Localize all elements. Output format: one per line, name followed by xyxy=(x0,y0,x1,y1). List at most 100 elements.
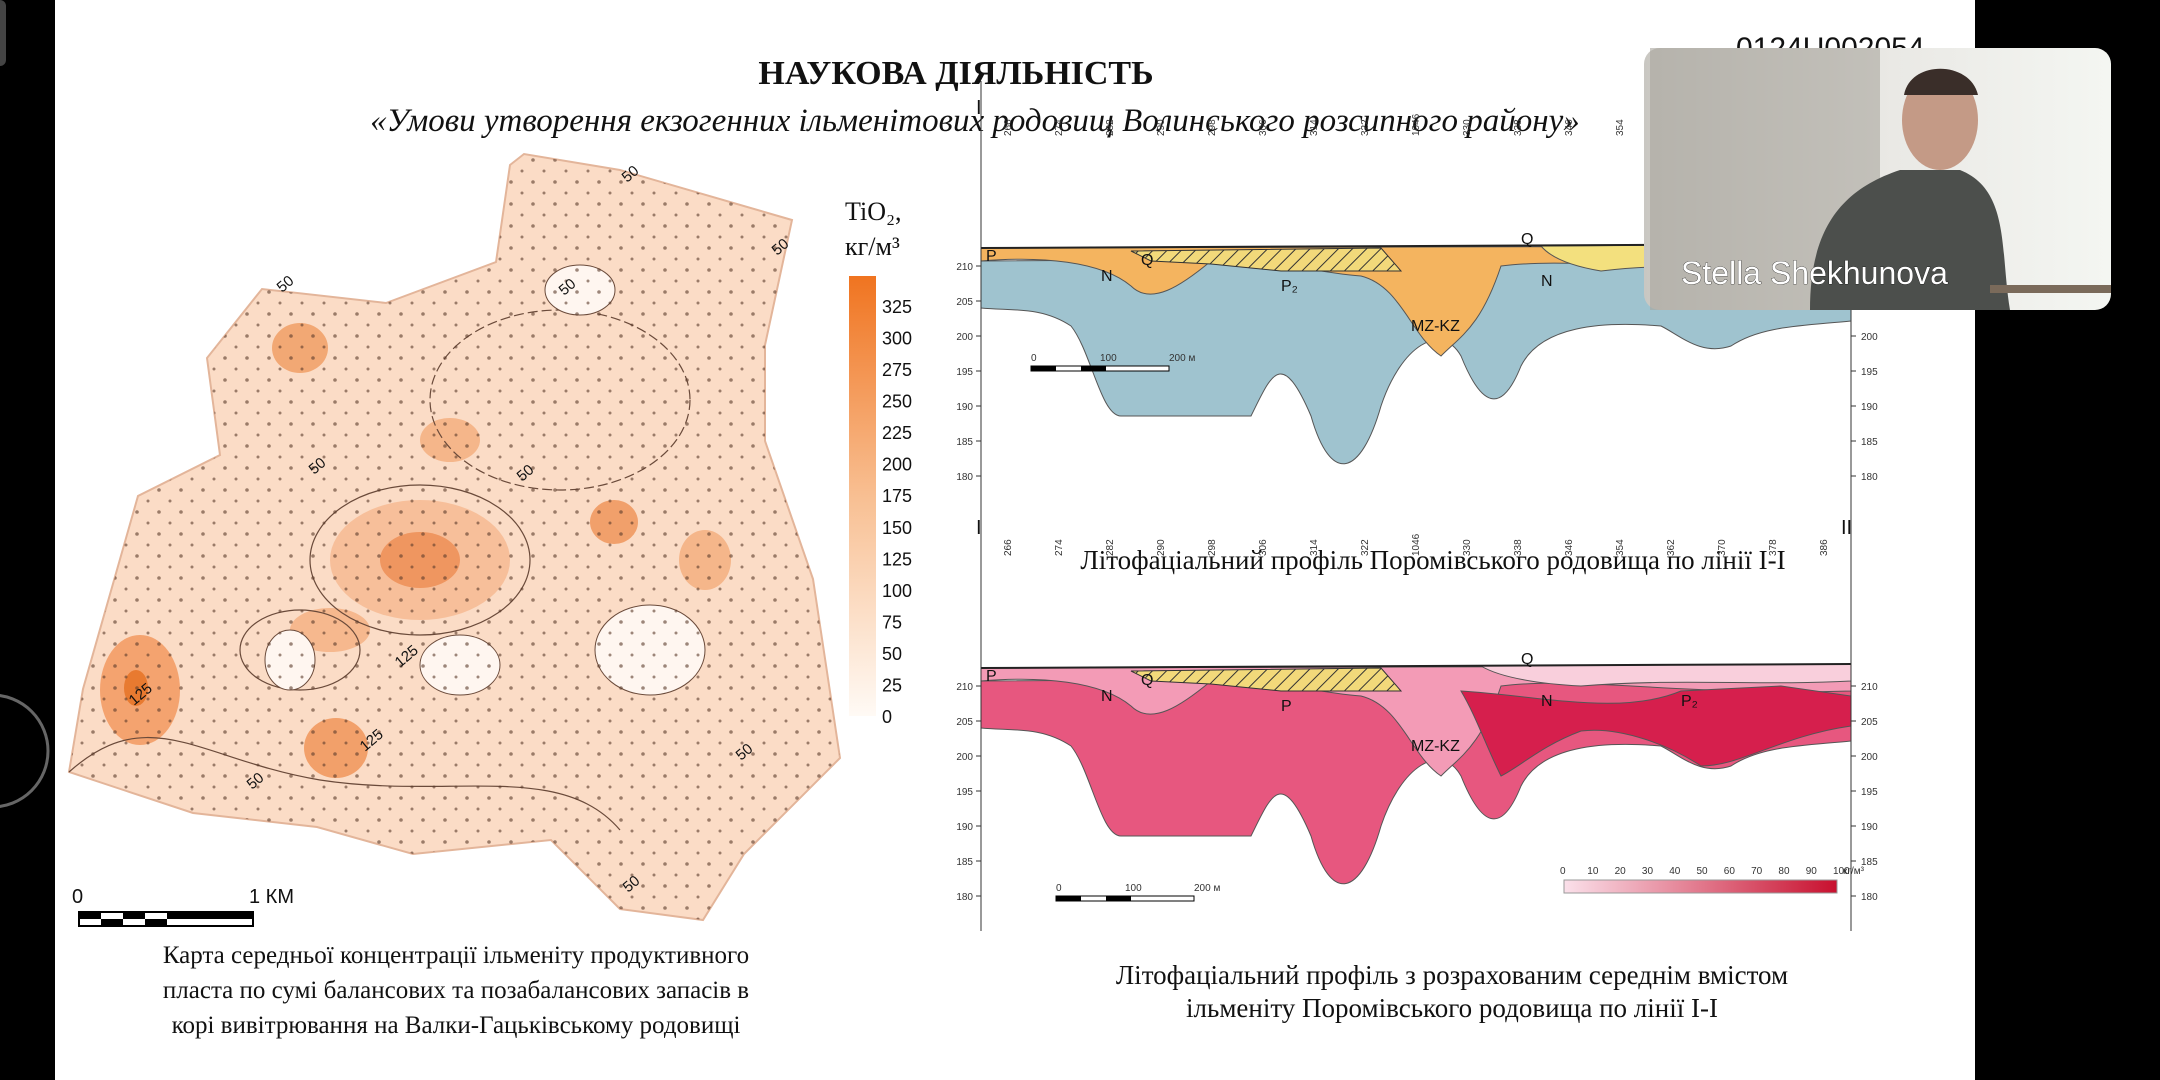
elevation-label: 200 xyxy=(1861,332,1878,343)
scale-label: 200 м xyxy=(1194,883,1220,894)
station-label: 386 xyxy=(1819,539,1830,556)
line-start: I xyxy=(976,97,982,119)
density-label: 20 xyxy=(1615,866,1627,877)
legend-label: 0 xyxy=(882,707,892,727)
unit-label: P₂ xyxy=(1681,693,1698,710)
legend-label: 225 xyxy=(882,423,912,443)
elevation-label: 210 xyxy=(956,262,973,273)
density-label: 40 xyxy=(1669,866,1681,877)
legend-label: 275 xyxy=(882,360,912,380)
legend-label: 300 xyxy=(882,329,912,349)
profile-1-caption: Літофаціальний профіль Поромівського род… xyxy=(1080,545,1785,575)
map-caption: пласта по сумі балансових та позабалансо… xyxy=(163,977,749,1004)
station-label: 378 xyxy=(1768,539,1779,556)
legend-label: 100 xyxy=(882,581,912,601)
legend-label: 150 xyxy=(882,518,912,538)
unit-label: P₂ xyxy=(1281,278,1298,295)
density-label: 100 xyxy=(1833,866,1850,877)
density-unit: кг/м³ xyxy=(1843,866,1865,877)
station-label: 346 xyxy=(1564,119,1575,136)
map-scale-bar xyxy=(78,911,254,927)
density-label: 30 xyxy=(1642,866,1654,877)
elevation-label: 195 xyxy=(956,367,973,378)
unit-label: Q xyxy=(1521,231,1533,248)
unit-label: MZ-KZ xyxy=(1411,738,1460,755)
profile-2-caption: Літофаціальний профіль з розрахованим се… xyxy=(1116,960,1788,990)
station-label: 282 xyxy=(1105,119,1116,136)
elevation-label: 210 xyxy=(1861,682,1878,693)
density-label: 10 xyxy=(1587,866,1599,877)
scale-label: 100 xyxy=(1100,353,1117,364)
elevation-label: 200 xyxy=(956,752,973,763)
station-label: 354 xyxy=(1615,119,1626,136)
scale-start: 0 xyxy=(72,886,83,908)
profile-2-caption: ільменіту Поромівського родовища по ліні… xyxy=(1186,993,1718,1023)
legend-label: 325 xyxy=(882,297,912,317)
station-label: 290 xyxy=(1156,119,1167,136)
station-label: 346 xyxy=(1564,539,1575,556)
station-label: 330 xyxy=(1462,539,1473,556)
station-label: 338 xyxy=(1513,119,1524,136)
station-label: 1046 xyxy=(1411,113,1422,136)
legend-label: 175 xyxy=(882,486,912,506)
video-tile[interactable] xyxy=(1644,48,2111,310)
profile-2-labels: 266 274 282 290 298 306 314 322 1046 330 338 346 354… xyxy=(956,517,1878,903)
station-label: 314 xyxy=(1309,539,1320,556)
unit-label: N xyxy=(1101,688,1113,705)
station-label: 282 xyxy=(1105,539,1116,556)
legend-label: 75 xyxy=(882,612,902,632)
unit-label: P xyxy=(986,668,997,685)
station-label: 314 xyxy=(1309,119,1320,136)
density-label: 0 xyxy=(1560,866,1566,877)
station-label: 298 xyxy=(1207,539,1218,556)
edge-control[interactable] xyxy=(0,694,50,808)
elevation-label: 200 xyxy=(1861,752,1878,763)
profile-2-section xyxy=(980,501,1852,931)
slide-subtitle: «Умови утворення екзогенних ільменітових… xyxy=(370,103,1580,139)
colorbar xyxy=(849,276,876,716)
elevation-label: 210 xyxy=(956,682,973,693)
unit-label: N xyxy=(1541,273,1553,290)
elevation-label: 205 xyxy=(956,717,973,728)
station-label: 266 xyxy=(1003,539,1014,556)
station-label: 362 xyxy=(1666,539,1677,556)
scale-label: 100 xyxy=(1125,883,1142,894)
legend-label: 125 xyxy=(882,549,912,569)
legend-unit: кг/м³ xyxy=(845,232,900,261)
station-label: 266 xyxy=(1003,119,1014,136)
elevation-label: 180 xyxy=(1861,472,1878,483)
elevation-label: 185 xyxy=(956,437,973,448)
legend-label: 25 xyxy=(882,675,902,695)
station-label: 274 xyxy=(1054,119,1065,136)
station-label: 306 xyxy=(1258,539,1269,556)
elevation-label: 180 xyxy=(956,892,973,903)
line-start: I xyxy=(976,517,982,539)
map-caption: Карта середньої концентрації ільменіту п… xyxy=(163,942,749,969)
elevation-label: 195 xyxy=(1861,787,1878,798)
elevation-label: 185 xyxy=(1861,437,1878,448)
elevation-label: 185 xyxy=(956,857,973,868)
station-label: 274 xyxy=(1054,539,1065,556)
profile-1-labels: 266 274 282 290 298 306 314 322 1046 330 338 346 354… xyxy=(956,97,1878,483)
ilmenite-map xyxy=(67,152,842,922)
density-label: 50 xyxy=(1697,866,1709,877)
elevation-label: 205 xyxy=(1861,717,1878,728)
station-label: 330 xyxy=(1462,119,1473,136)
station-label: 306 xyxy=(1258,119,1269,136)
elevation-label: 190 xyxy=(956,402,973,413)
unit-label: N xyxy=(1541,693,1553,710)
station-label: 322 xyxy=(1360,119,1371,136)
unit-label: Q xyxy=(1141,672,1153,689)
map-caption: корі вивітрювання на Валки-Гацьківському… xyxy=(172,1012,741,1039)
unit-label: Q xyxy=(1141,252,1153,269)
elevation-label: 190 xyxy=(1861,822,1878,833)
scale-end: 1 КМ xyxy=(249,886,294,908)
density-label: 70 xyxy=(1751,866,1763,877)
station-label: 1046 xyxy=(1411,533,1422,556)
density-label: 90 xyxy=(1806,866,1818,877)
station-label: 370 xyxy=(1717,539,1728,556)
legend-title: TiO₂, xyxy=(845,197,902,226)
station-label: 338 xyxy=(1513,539,1524,556)
elevation-label: 185 xyxy=(1861,857,1878,868)
